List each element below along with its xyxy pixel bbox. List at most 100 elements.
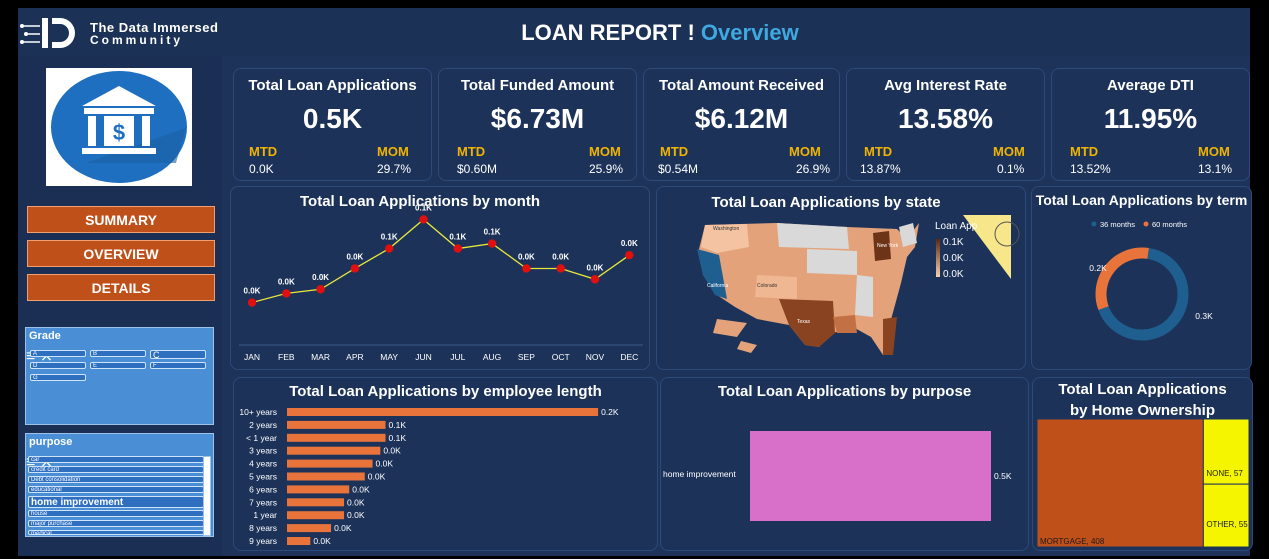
svg-text:$: $ xyxy=(113,120,125,145)
data-label: 0.1K xyxy=(449,233,466,242)
slice-label: 0.2K xyxy=(1089,263,1107,273)
mtd-label: MTD xyxy=(660,144,689,159)
y-tick-label: 8 years xyxy=(249,523,277,533)
state-label: New York xyxy=(877,243,899,249)
bar xyxy=(287,420,386,429)
legend-value: 0.1K xyxy=(943,237,964,248)
emp-length-chart-card: Total Loan Applications by employee leng… xyxy=(233,377,658,551)
overview-button[interactable]: OVERVIEW xyxy=(27,240,215,267)
purpose-item[interactable]: car xyxy=(28,456,204,463)
grade-item[interactable]: C xyxy=(150,350,206,359)
series-line xyxy=(251,218,630,304)
treemap-label: NONE, 57 xyxy=(1206,469,1243,478)
y-tick-label: 4 years xyxy=(249,459,277,469)
data-label: 0.0K xyxy=(244,287,261,296)
state-label: Washington xyxy=(713,226,739,232)
mtd-label: MTD xyxy=(1070,144,1099,159)
term-donut-chart: 0.3K 0.2K 36 months 60 months xyxy=(1089,220,1213,341)
mtd-value: $0.54M xyxy=(658,162,699,176)
bank-logo: $ xyxy=(46,68,192,186)
data-label: 0.1K xyxy=(381,233,398,242)
state-map-card: Total Loan Applications by state Washing… xyxy=(656,186,1026,370)
data-label: 0.0K xyxy=(621,239,638,248)
donut-slice xyxy=(1095,247,1149,311)
data-point xyxy=(556,264,565,273)
grade-item[interactable]: G xyxy=(30,374,86,381)
grade-slicer: Grade ≡ ⨯ A B C D E F G xyxy=(25,327,214,425)
bank-icon: $ xyxy=(51,71,187,183)
chart-title: Total Loan Applications by purpose xyxy=(717,383,972,400)
data-label: 0.0K xyxy=(552,252,569,261)
mom-value: 13.1% xyxy=(1198,162,1233,176)
y-tick-label: 2 years xyxy=(249,420,277,430)
mom-label: MOM xyxy=(1198,144,1230,159)
monthly-line-chart: 0.0K JAN 0.0K FEB 0.0K MAR 0.0K APR 0.1K MAY 0.1K J… xyxy=(239,203,643,362)
data-label: 0.2K xyxy=(601,407,619,417)
data-point xyxy=(625,250,634,260)
x-tick-label: NOV xyxy=(586,352,605,362)
purpose-item[interactable]: Debt consolidation xyxy=(28,476,204,483)
grade-item[interactable]: F xyxy=(150,362,206,369)
purpose-chart-card: Total Loan Applications by purpose home … xyxy=(660,377,1029,551)
legend-label: 36 months xyxy=(1100,220,1135,229)
map-zoom-icon[interactable] xyxy=(994,221,1020,247)
details-button[interactable]: DETAILS xyxy=(27,274,215,301)
grade-item[interactable]: A xyxy=(30,350,86,357)
kpi-card-amount-received: Total Amount Received $6.12M MTD MOM $0.… xyxy=(643,68,840,181)
data-label: 0.0K xyxy=(313,536,331,546)
grade-item[interactable]: E xyxy=(90,362,146,369)
data-label: 0.0K xyxy=(518,252,535,261)
grade-item[interactable]: D xyxy=(30,362,86,369)
logo-icon xyxy=(20,18,75,48)
bar xyxy=(287,485,350,494)
state-label: Colorado xyxy=(757,283,778,289)
data-point xyxy=(522,264,531,273)
purpose-scrollbar[interactable] xyxy=(203,456,211,536)
data-point xyxy=(419,215,428,224)
state-label: California xyxy=(707,283,728,289)
grade-item[interactable]: B xyxy=(90,350,146,357)
purpose-item[interactable]: credit card xyxy=(28,466,204,473)
mtd-value: $0.60M xyxy=(457,162,498,176)
kpi-value: 11.95% xyxy=(1103,103,1198,134)
purpose-slicer-title: purpose xyxy=(29,436,73,448)
map-legend-title: Loan App xyxy=(935,221,978,232)
emp-length-bar-chart: 10+ years 0.2K 2 years 0.1K < 1 year 0.1K 3 ye… xyxy=(239,407,619,546)
data-label: 0.0K xyxy=(347,497,365,507)
y-tick-label: home improvement xyxy=(663,469,736,479)
mtd-value: 13.87% xyxy=(860,162,901,176)
purpose-item[interactable]: educational xyxy=(28,486,204,493)
data-label: 0.0K xyxy=(587,263,604,272)
bar xyxy=(287,472,365,481)
summary-button[interactable]: SUMMARY xyxy=(27,206,215,233)
bar xyxy=(287,511,345,520)
header-bar xyxy=(18,8,1250,56)
purpose-item[interactable]: medical xyxy=(28,530,204,535)
purpose-item-selected[interactable]: home improvement xyxy=(28,496,204,508)
y-tick-label: 6 years xyxy=(249,484,277,494)
data-point xyxy=(453,244,462,253)
x-tick-label: MAY xyxy=(380,352,398,362)
x-tick-label: JAN xyxy=(244,352,260,362)
y-tick-label: 1 year xyxy=(253,510,277,520)
kpi-title: Average DTI xyxy=(1107,77,1194,94)
x-tick-label: FEB xyxy=(278,352,295,362)
mtd-label: MTD xyxy=(457,144,486,159)
data-label: 0.0K xyxy=(347,510,365,520)
x-tick-label: JUN xyxy=(415,352,432,362)
data-label: 0.1K xyxy=(484,228,501,237)
data-label: 0.0K xyxy=(278,277,295,286)
bar xyxy=(287,408,599,416)
data-label: 0.0K xyxy=(346,252,363,261)
donut-slice xyxy=(1098,248,1189,341)
purpose-item[interactable]: house xyxy=(28,510,204,517)
chart-title: Total Loan Applications by month xyxy=(300,193,540,210)
bar xyxy=(750,431,991,521)
data-label: 0.1K xyxy=(389,433,407,443)
y-tick-label: 3 years xyxy=(249,446,277,456)
data-label: 0.0K xyxy=(334,523,352,533)
map-zoom-panel[interactable] xyxy=(963,215,1011,279)
kpi-card-interest-rate: Avg Interest Rate 13.58% MTD MOM 13.87% … xyxy=(846,68,1045,181)
purpose-item[interactable]: major purchase xyxy=(28,520,204,527)
treemap-cell xyxy=(1036,418,1204,548)
